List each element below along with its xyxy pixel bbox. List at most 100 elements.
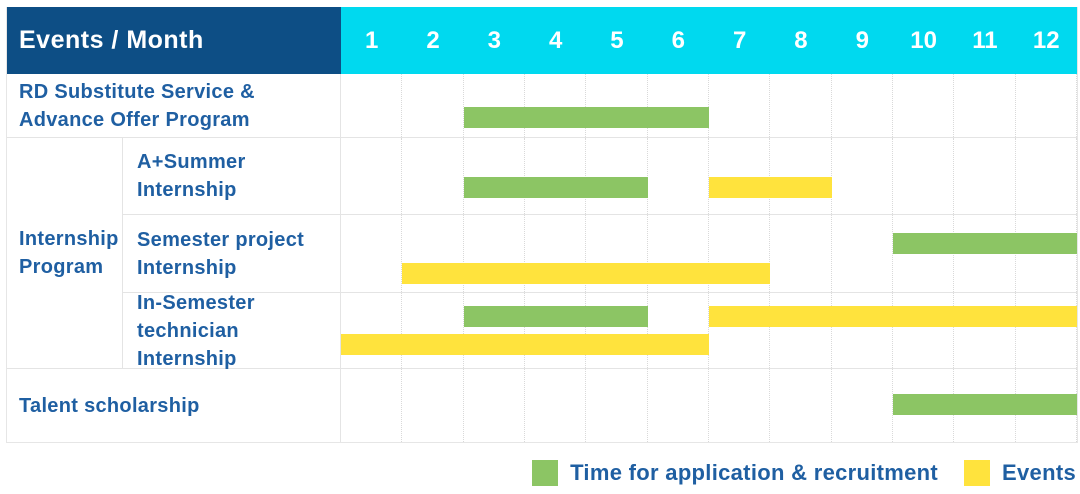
month-header-cell: 11 xyxy=(972,26,998,54)
table-header-row: Events / Month 1 2 3 4 5 6 7 8 9 10 11 12 xyxy=(7,7,1077,74)
month-grid-column xyxy=(402,215,464,292)
month-grid-column xyxy=(586,74,648,137)
bar-event xyxy=(341,334,709,355)
month-grid-column xyxy=(709,293,771,368)
month-grid-column xyxy=(341,215,403,292)
row-rd-substitute: RD Substitute Service & Advance Offer Pro… xyxy=(7,74,1077,138)
month-grid-column xyxy=(341,369,403,442)
row-in-semester-technician-internship: In-Semester technician Internship xyxy=(123,292,1077,370)
month-grid-column xyxy=(954,293,1016,368)
month-grid-column xyxy=(525,369,587,442)
month-grid-column xyxy=(832,215,893,292)
month-header-cell: 9 xyxy=(855,26,869,54)
month-grid-column xyxy=(586,138,648,214)
month-grid-column xyxy=(464,215,525,292)
month-grid-column xyxy=(586,369,648,442)
month-grid-column xyxy=(1016,138,1077,214)
events-legend-label: Events xyxy=(1002,460,1076,485)
timeline-a-summer-internship xyxy=(341,138,1077,214)
row-talent-scholarship: Talent scholarship xyxy=(7,369,1077,442)
timeline-semester-project-internship xyxy=(341,215,1077,292)
month-grid-column xyxy=(954,138,1016,214)
group-label-internship-program: Internship Program xyxy=(7,138,123,368)
month-grid-column xyxy=(464,74,525,137)
month-grid-column xyxy=(648,138,709,214)
month-grid-column xyxy=(341,138,403,214)
month-grid-column xyxy=(709,138,771,214)
internship-program-group: Internship Program A+Summer Internship Sem… xyxy=(7,138,1077,370)
bar-event xyxy=(402,263,771,284)
month-grid-column xyxy=(341,74,403,137)
application-swatch-icon xyxy=(532,460,559,486)
month-grid-column xyxy=(832,293,893,368)
month-grid-column xyxy=(893,293,955,368)
month-grid-column xyxy=(832,74,893,137)
month-grid-column xyxy=(586,293,648,368)
month-grid-column xyxy=(648,74,709,137)
month-grid-column xyxy=(770,215,832,292)
month-grid-column xyxy=(893,138,955,214)
month-header-cell: 4 xyxy=(548,26,563,54)
table-body: RD Substitute Service & Advance Offer Pro… xyxy=(7,74,1077,442)
month-grid-column xyxy=(586,215,648,292)
month-header-cell: 6 xyxy=(671,26,685,54)
month-grid-column xyxy=(525,215,587,292)
month-header-cell: 8 xyxy=(794,26,808,54)
month-grid-column xyxy=(525,74,587,137)
bar-application xyxy=(463,177,648,198)
month-grid-column xyxy=(709,74,771,137)
month-header-cell: 12 xyxy=(1032,26,1060,54)
bar-application xyxy=(893,233,1077,254)
events-month-header-cell: Events / Month xyxy=(7,7,341,74)
month-grid-column xyxy=(402,138,464,214)
row-label-talent-scholarship: Talent scholarship xyxy=(7,369,341,442)
month-grid-column xyxy=(770,369,832,442)
month-grid-column xyxy=(648,369,709,442)
month-grid-column xyxy=(341,293,403,368)
month-grid-column xyxy=(402,74,464,137)
month-grid-column xyxy=(525,138,587,214)
timeline-talent-scholarship xyxy=(341,369,1077,442)
month-header-cell: 7 xyxy=(732,26,747,54)
row-a-summer-internship: A+Summer Internship xyxy=(123,138,1077,215)
month-grid-column xyxy=(770,293,832,368)
legend: Time for application & recruitment Event… xyxy=(532,458,1076,488)
month-grid-column xyxy=(1016,74,1077,137)
month-grid-column xyxy=(464,138,525,214)
row-label-semester-project-internship: Semester project Internship xyxy=(123,215,341,292)
month-grid-column xyxy=(832,138,893,214)
bar-application xyxy=(463,107,709,128)
internship-program-subrows: A+Summer Internship Semester project Inter… xyxy=(123,138,1077,370)
bar-application xyxy=(463,306,648,327)
bar-application xyxy=(893,394,1077,415)
month-grid-column xyxy=(770,138,832,214)
application-legend-label: Time for application & recruitment xyxy=(570,460,939,485)
month-header-cell: 2 xyxy=(426,26,440,54)
month-grid-column xyxy=(1016,293,1077,368)
row-semester-project-internship: Semester project Internship xyxy=(123,215,1077,293)
timeline-rd-substitute xyxy=(341,74,1077,137)
month-grid-column xyxy=(893,74,955,137)
month-grid-column xyxy=(648,215,709,292)
bar-event xyxy=(709,306,1077,327)
row-label-rd-substitute: RD Substitute Service & Advance Offer Pro… xyxy=(7,74,341,137)
month-grid-column xyxy=(709,369,771,442)
month-grid-column xyxy=(954,74,1016,137)
month-grid-column xyxy=(402,369,464,442)
month-grid-column xyxy=(832,369,893,442)
row-label-in-semester-technician-internship: In-Semester technician Internship xyxy=(123,292,341,370)
bar-event xyxy=(709,177,832,198)
events-swatch-icon xyxy=(964,460,991,486)
events-table: Events / Month 1 2 3 4 5 6 7 8 9 10 11 12 RD Substi… xyxy=(6,7,1078,443)
month-grid-column xyxy=(525,293,587,368)
month-grid-column xyxy=(770,74,832,137)
timeline-in-semester-technician-internship xyxy=(341,293,1077,368)
month-grid-column xyxy=(402,293,464,368)
month-header-cell: 1 xyxy=(364,26,379,54)
month-header-cell: 10 xyxy=(910,26,937,54)
month-grid-column xyxy=(648,293,709,368)
month-grid-column xyxy=(709,215,771,292)
month-grid-column xyxy=(464,369,525,442)
row-label-a-summer-internship: A+Summer Internship xyxy=(123,138,341,214)
month-grid-column xyxy=(464,293,525,368)
